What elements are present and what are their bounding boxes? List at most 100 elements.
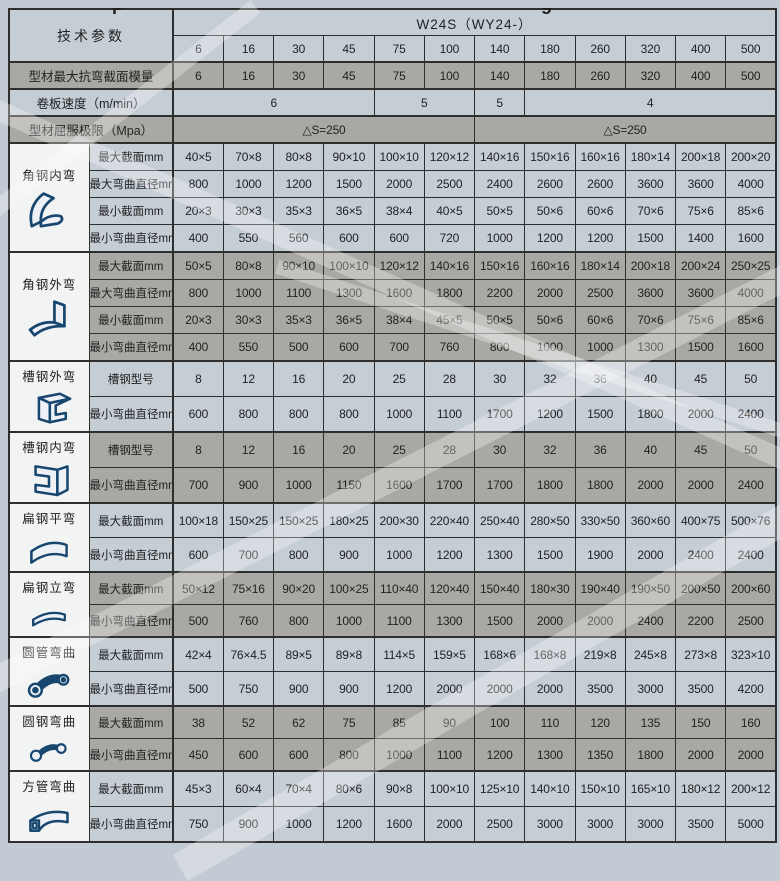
table-cell: 500 [172,671,224,707]
row-label: 最小弯曲直径mm [88,671,174,707]
table-cell: 2400 [725,396,777,433]
row-label: 槽钢型号 [88,431,174,468]
table-cell: 280×50 [524,502,576,538]
table-cell: 120×12 [373,251,425,280]
table-cell: 1200 [323,806,375,843]
row-label: 最小弯曲直径mm [88,537,174,573]
table-cell: 150×10 [574,770,626,807]
model-column-header: 260 [574,35,626,63]
section-title: 槽钢内弯 [22,441,77,455]
table-cell: 89×5 [272,636,325,672]
table-cell: 100×25 [323,571,375,605]
table-cell: 75 [323,705,375,739]
table-cell: 8 [172,360,224,397]
table-cell: 190×50 [624,571,677,605]
table-cell: 30 [473,431,526,468]
table-cell: 323×10 [725,636,777,672]
section-title: 圆管弯曲 [22,646,77,660]
row-label: 最小截面mm [88,306,174,334]
table-cell: 1300 [524,738,576,772]
table-cell: 800 [473,333,526,362]
section-row: 最小弯曲直径mm 600 800 800 800 1000 1100 1700 1200 1500… [9,396,777,433]
table-cell: 38×4 [373,306,425,334]
table-cell: 800 [323,396,375,433]
section-row: 最大弯曲直径mm 800 1000 1200 1500 2000 2500 2400 2600 2… [9,170,777,198]
table-cell: 76×4.5 [222,636,275,672]
table-cell: 1600 [725,333,777,362]
row-label: 最大弯曲直径mm [88,170,174,198]
row-label: 最小弯曲直径mm [88,333,174,362]
table-cell: 90×20 [272,571,325,605]
table-cell: 200×20 [725,142,777,171]
table-cell: 4200 [725,671,777,707]
table-cell: 219×8 [574,636,626,672]
section-header-cell: 扁钢立弯 [8,571,90,638]
table-cell: 50 [725,360,777,397]
table-cell: △S=250 [474,115,777,144]
table-cell: 200×30 [373,502,425,538]
table-cell: 1200 [574,224,626,253]
table-cell: 600 [272,738,325,772]
row-label: 最大截面mm [88,705,174,739]
table-cell: 28 [423,360,476,397]
table-cell: 89×8 [323,636,375,672]
table-cell: 4 [524,88,777,117]
table-cell: 3000 [624,671,677,707]
table-cell: 1000 [574,333,626,362]
table-cell: 400 [172,333,224,362]
table-cell: 35×3 [272,306,325,334]
section-row: 圆钢弯曲 最大截面mm 38 52 62 75 85 90 100 110 120 135 150 160 [8,705,777,772]
table-cell: 80×6 [323,770,375,807]
table-cell: 900 [323,537,375,573]
table-cell: 75×6 [674,306,727,334]
table-cell: 260 [574,61,626,90]
section-header-cell: 圆管弯曲 [8,636,90,707]
table-cell: 400×75 [674,502,727,538]
table-cell: 38×4 [373,197,425,225]
table-cell: 42×4 [172,636,224,672]
table-cell: 750 [172,806,224,843]
table-cell: 30×3 [222,306,275,334]
table-cell: 1100 [373,604,425,638]
table-cell: 114×5 [373,636,425,672]
section-row: 最小弯曲直径mm 400 550 500 600 700 760 800 1000 1000 130… [9,333,777,362]
table-cell: 1200 [272,170,325,198]
row-label: 最小截面mm [88,197,174,225]
table-cell: 360×60 [624,502,677,538]
table-cell: 30 [272,61,325,90]
table-cell: 1700 [473,396,526,433]
table-cell: 159×5 [423,636,476,672]
table-cell: 20×3 [172,306,224,334]
table-cell: 1300 [323,279,375,307]
table-cell: 750 [222,671,275,707]
table-cell: 180×30 [524,571,576,605]
table-cell: 550 [222,224,275,253]
table-cell: 180×25 [323,502,375,538]
table-cell: 1500 [574,396,626,433]
row-label: 最小弯曲直径mm [88,467,174,504]
table-cell: 150×40 [473,571,526,605]
table-cell: 36×5 [323,306,375,334]
table-cell: 36 [574,360,626,397]
table-cell: 20×3 [172,197,224,225]
table-cell: 1800 [624,396,677,433]
table-cell: 120 [574,705,626,739]
table-cell: 1100 [272,279,325,307]
table-cell: 1100 [423,738,476,772]
table-cell: 50×5 [473,197,526,225]
table-cell: 760 [222,604,275,638]
row-label: 型材屈服极限（Mpa） [8,115,174,144]
table-cell: 28 [423,431,476,468]
table-cell: 900 [222,806,275,843]
section-header-cell: 圆钢弯曲 [8,705,90,772]
channel-steel-outer-bend-icon [10,387,88,429]
section-header-cell: 角钢内弯 [8,142,90,253]
table-cell: 125×10 [473,770,526,807]
table-cell: 70×6 [624,306,677,334]
table-cell: 5 [473,88,526,117]
section-row: 最小截面mm 20×3 30×3 35×3 36×5 38×4 40×5 50×5 50×6 60… [9,197,777,225]
table-cell: 2000 [725,738,777,772]
table-cell: 1300 [624,333,677,362]
section-row: 最小弯曲直径mm 500 750 900 900 1200 2000 2000 2000 3500… [9,671,777,707]
table-cell: 30×3 [222,197,275,225]
